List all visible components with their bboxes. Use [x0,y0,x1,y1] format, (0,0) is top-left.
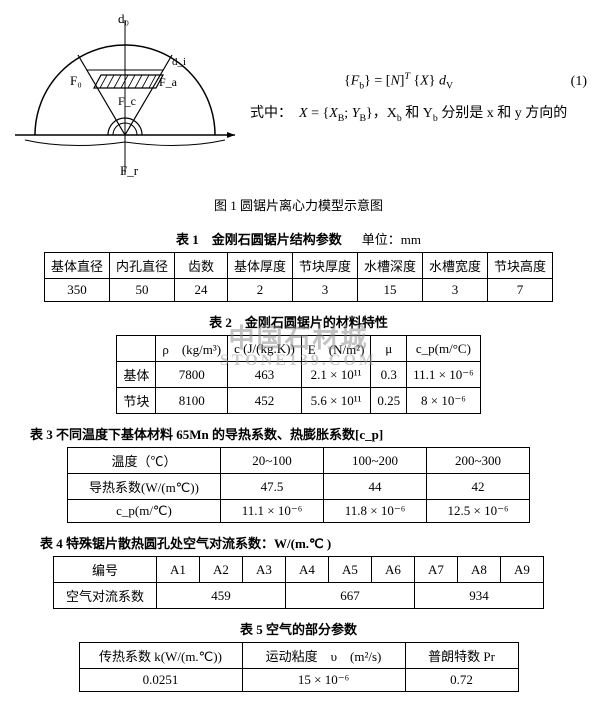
svg-text:d₀: d₀ [118,11,129,26]
table-row: 基体7800463 2.1 × 10¹¹0.311.1 × 10⁻⁶ [117,362,480,388]
table-2-caption: 表 2 金刚石圆锯片的材料特性 [10,312,587,331]
table-row: ρ (kg/m³)c (J/(kg.K)) E (N/m²)μc_p(m/°C) [117,336,480,362]
table-row: c_p(m/℃)11.1 × 10⁻⁶11.8 × 10⁻⁶12.5 × 10⁻… [68,500,530,523]
figure-1-caption: 图 1 圆锯片离心力模型示意图 [10,195,587,214]
equation-number: (1) [547,74,587,90]
table-4: 编号 A1A2A3 A4A5A6 A7A8A9 空气对流系数 459 667 9… [53,556,544,609]
svg-text:F_c: F_c [118,94,136,108]
top-section: d₀ F₀ F_a F_c F_r d_i {Fb} = [N]T {X} dV… [10,10,587,185]
table-3-caption: 表 3 不同温度下基体材料 65Mn 的导热系数、热膨胀系数[c_p] [10,424,587,443]
table-row: 基体直径内孔直径齿数基体厚度 节块厚度水槽深度水槽宽度节块高度 [44,253,552,279]
equation-block: {Fb} = [N]T {X} dV (1) 式中： X = {XB; YB}，… [240,71,587,123]
table-2: ρ (kg/m³)c (J/(kg.K)) E (N/m²)μc_p(m/°C)… [116,335,480,414]
table-row: 35050242 31537 [44,279,552,302]
table-row: 传热系数 k(W/(m.℃)) 运动粘度 υ (m²/s) 普朗特数 Pr [79,643,518,669]
equation-1: {Fb} = [N]T {X} dV [250,71,547,91]
svg-text:F_a: F_a [159,75,178,89]
table-4-caption: 表 4 特殊锯片散热圆孔处空气对流系数：W/(m.℃ ) [10,533,587,552]
table-row: 空气对流系数 459 667 934 [54,583,544,609]
table-1-caption: 表 1 金刚石圆锯片结构参数单位：mm [10,229,587,248]
table-row: 编号 A1A2A3 A4A5A6 A7A8A9 [54,557,544,583]
table-5-caption: 表 5 空气的部分参数 [10,619,587,638]
table-row: 温度（℃）20~100 100~200200~300 [68,448,530,474]
svg-text:F_r: F_r [120,163,139,178]
table-row: 节块8100452 5.6 × 10¹¹0.258 × 10⁻⁶ [117,388,480,414]
table-row: 导热系数(W/(m℃))47.54442 [68,474,530,500]
centrifugal-model-diagram: d₀ F₀ F_a F_c F_r d_i [10,10,240,180]
svg-text:F₀: F₀ [70,73,82,88]
equation-where: 式中： X = {XB; YB}，Xb 和 Yb 分别是 x 和 y 方向的 [250,102,587,124]
svg-text:d_i: d_i [172,56,186,68]
table-row: 0.025115 × 10⁻⁶0.72 [79,669,518,692]
table-1: 基体直径内孔直径齿数基体厚度 节块厚度水槽深度水槽宽度节块高度 35050242… [44,252,553,302]
figure-1: d₀ F₀ F_a F_c F_r d_i [10,10,240,185]
table-5: 传热系数 k(W/(m.℃)) 运动粘度 υ (m²/s) 普朗特数 Pr 0.… [79,642,519,692]
table-3: 温度（℃）20~100 100~200200~300 导热系数(W/(m℃))4… [67,447,530,523]
